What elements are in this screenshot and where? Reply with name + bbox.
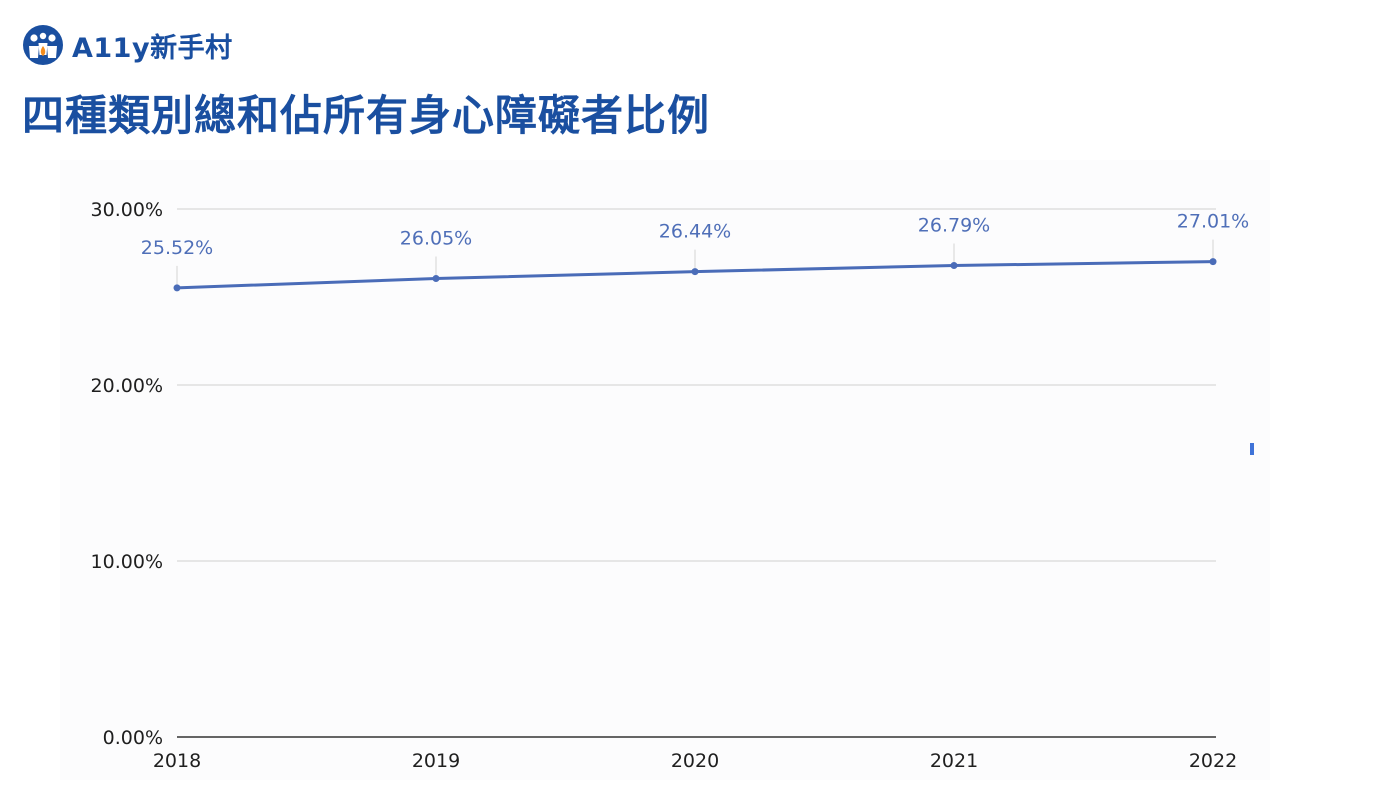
data-point [950,261,958,269]
page-title: 四種類別總和佔所有身心障礙者比例 [22,91,711,140]
y-axis-ticks: 0.00% 10.00% 20.00% 30.00% [91,199,163,749]
series: 25.52% 26.05% 26.44% 26.79% 27.01% [141,211,1249,292]
x-tick-label: 2020 [671,750,719,772]
data-label: 26.79% [918,214,990,236]
brand-name: A11y新手村 [72,32,233,64]
data-point [691,268,699,276]
brand: A11y新手村 [22,24,233,66]
scroll-marker [1250,443,1254,455]
data-label: 26.05% [400,228,472,250]
data-label: 26.44% [659,221,731,243]
y-tick-label: 20.00% [91,375,163,397]
data-point [173,284,181,292]
x-axis-ticks: 2018 2019 2020 2021 2022 [153,750,1237,772]
y-tick-label: 10.00% [91,551,163,573]
data-label: 27.01% [1177,211,1249,233]
people-logo-icon [23,25,63,65]
y-tick-label: 30.00% [91,199,163,221]
x-tick-label: 2022 [1189,750,1237,772]
data-label: 25.52% [141,237,213,259]
x-tick-label: 2018 [153,750,201,772]
data-point [1209,258,1217,266]
gridlines [177,208,1216,738]
y-tick-label: 0.00% [103,727,163,749]
x-tick-label: 2019 [412,750,460,772]
data-point [432,275,440,283]
x-tick-label: 2021 [930,750,978,772]
